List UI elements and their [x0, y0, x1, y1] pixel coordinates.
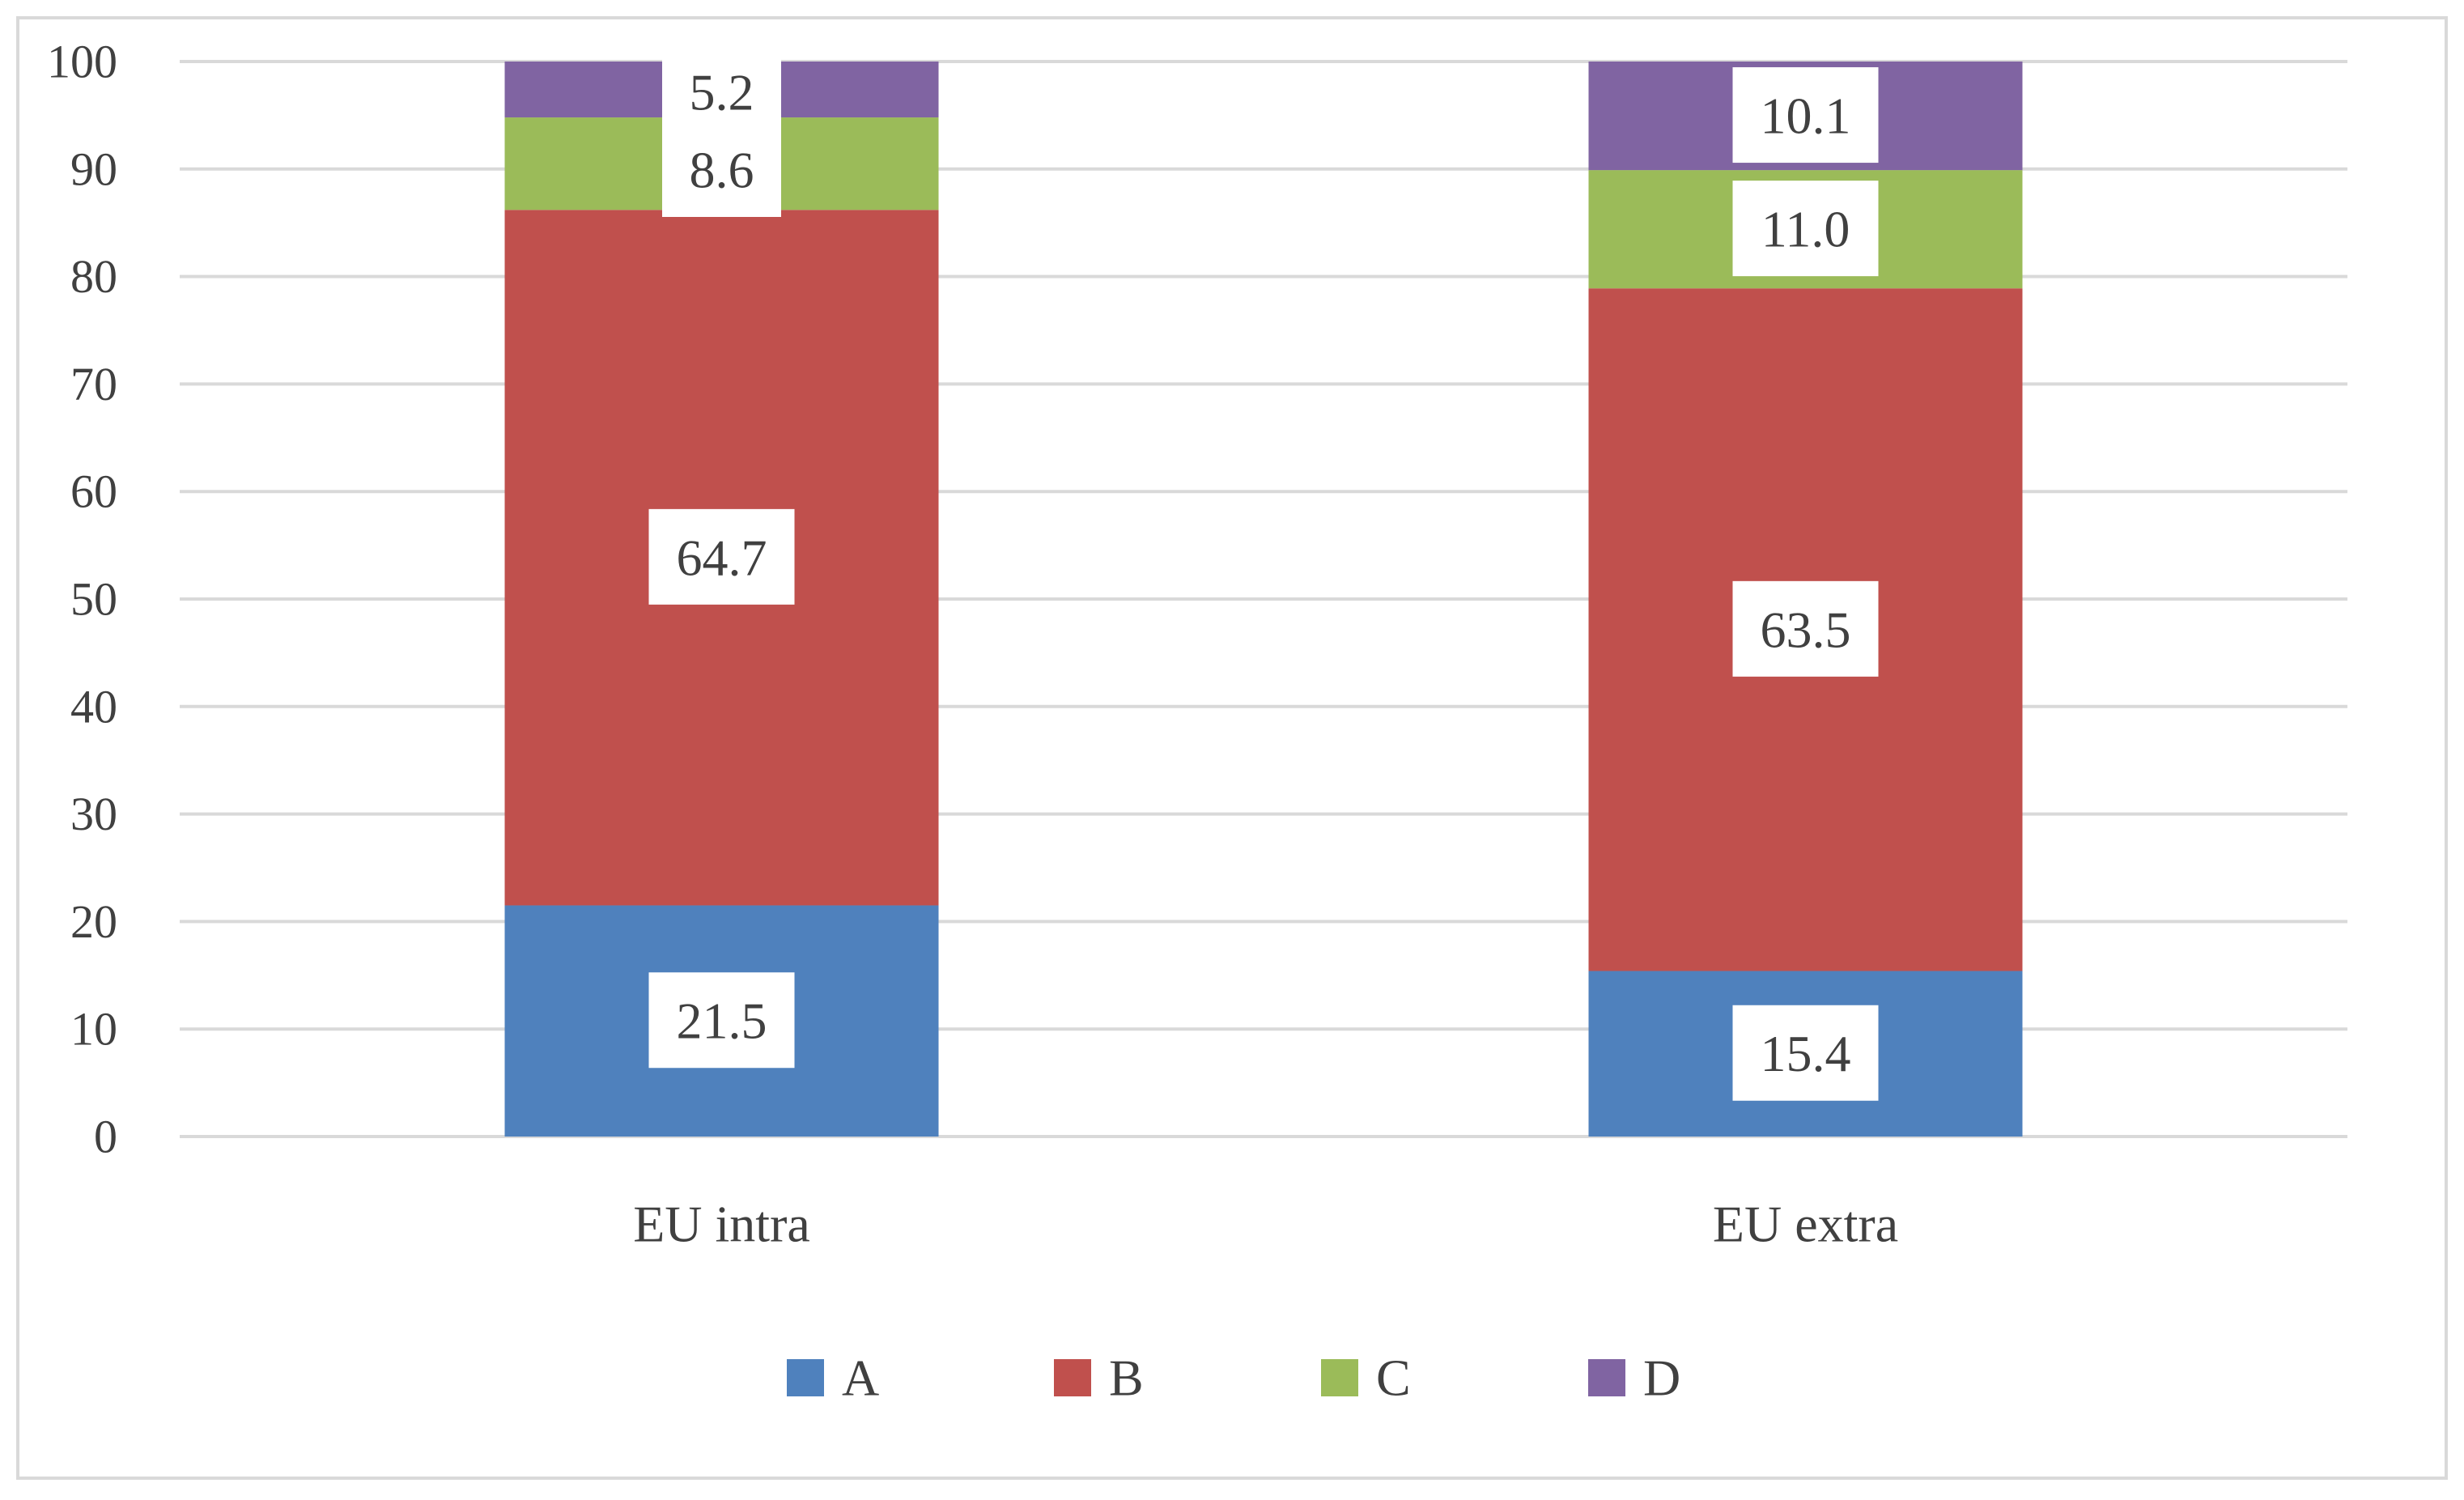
data-labels: 5.2 8.6 64.7 21.5 10.1 11.0 63.5 15.4 — [648, 44, 1879, 1101]
y-tick-label: 70 — [70, 358, 117, 410]
y-tick-label: 60 — [70, 465, 117, 518]
legend: A B C D — [787, 1349, 1680, 1407]
legend-label: B — [1109, 1349, 1144, 1407]
data-label: 15.4 — [1761, 1025, 1851, 1082]
data-label-box — [1732, 67, 1879, 164]
chart-border — [16, 16, 2448, 1480]
y-tick-label: 90 — [70, 142, 117, 195]
y-tick-label: 30 — [70, 788, 117, 840]
data-label-box — [1732, 181, 1879, 277]
y-tick-label: 50 — [70, 573, 117, 626]
data-label: 10.1 — [1761, 87, 1851, 145]
legend-item-a: A — [787, 1349, 879, 1407]
legend-swatch — [1054, 1359, 1091, 1396]
y-axis-ticks: 0 10 20 30 40 50 60 70 80 90 100 — [47, 36, 117, 1163]
x-tick-label: EU intra — [633, 1196, 810, 1253]
y-tick-label: 20 — [70, 895, 117, 948]
data-label: 21.5 — [677, 992, 767, 1050]
data-label-box — [1732, 580, 1879, 677]
data-label: 5.2 — [690, 64, 754, 121]
data-label: 11.0 — [1761, 201, 1850, 258]
data-label-box — [662, 121, 781, 217]
data-label: 64.7 — [677, 529, 767, 586]
y-tick-label: 80 — [70, 250, 117, 303]
y-tick-label: 0 — [94, 1111, 117, 1163]
legend-item-d: D — [1588, 1349, 1680, 1407]
legend-swatch — [1321, 1359, 1358, 1396]
legend-item-c: C — [1321, 1349, 1411, 1407]
legend-label: A — [842, 1349, 879, 1407]
legend-swatch — [787, 1359, 824, 1396]
x-tick-label: EU extra — [1713, 1196, 1898, 1253]
x-axis-ticks: EU intra EU extra — [633, 1196, 1898, 1253]
y-tick-label: 100 — [47, 36, 117, 88]
legend-label: C — [1376, 1349, 1411, 1407]
y-tick-label: 40 — [70, 680, 117, 733]
data-label-box — [648, 508, 795, 605]
legend-swatch — [1588, 1359, 1625, 1396]
y-tick-label: 10 — [70, 1003, 117, 1056]
data-label: 63.5 — [1761, 601, 1851, 658]
data-label-box — [1732, 1005, 1879, 1101]
data-label-box — [648, 972, 795, 1069]
legend-label: D — [1643, 1349, 1680, 1407]
legend-item-b: B — [1054, 1349, 1144, 1407]
data-label: 8.6 — [690, 142, 754, 199]
